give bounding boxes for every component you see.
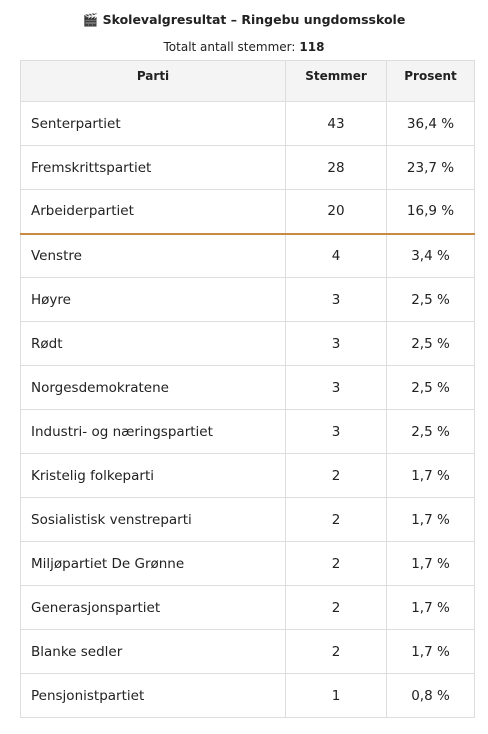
percent-cell: 2,5 % — [386, 321, 475, 366]
table-row: Sosialistisk venstreparti 2 1,7 % — [20, 497, 475, 542]
table-row: Rødt 3 2,5 % — [20, 321, 475, 366]
party-cell: Arbeiderpartiet — [20, 189, 286, 235]
percent-cell: 1,7 % — [386, 629, 475, 674]
percent-cell: 2,5 % — [386, 409, 475, 454]
table-row: Fremskrittspartiet 28 23,7 % — [20, 145, 475, 190]
table-row: Kristelig folkeparti 2 1,7 % — [20, 453, 475, 498]
votes-cell: 4 — [285, 233, 387, 278]
party-cell: Blanke sedler — [20, 629, 286, 674]
title: 🎬 Skolevalgresultat – Ringebu ungdomssko… — [82, 12, 406, 27]
votes-cell: 2 — [285, 629, 387, 674]
party-cell: Fremskrittspartiet — [20, 145, 286, 190]
table-row: Pensjonistpartiet 1 0,8 % — [20, 673, 475, 718]
table-row: Blanke sedler 2 1,7 % — [20, 629, 475, 674]
party-cell: Høyre — [20, 277, 286, 322]
subtitle: Totalt antall stemmer: 118 — [0, 40, 488, 54]
percent-cell: 1,7 % — [386, 453, 475, 498]
results-table: Parti Stemmer Prosent Senterpartiet 43 36,4 … — [20, 60, 475, 718]
votes-cell: 2 — [285, 497, 387, 542]
party-cell: Pensjonistpartiet — [20, 673, 286, 718]
table-row: Generasjonspartiet 2 1,7 % — [20, 585, 475, 630]
party-cell: Venstre — [20, 233, 286, 278]
votes-cell: 2 — [285, 453, 387, 498]
percent-cell: 1,7 % — [386, 541, 475, 586]
column-header: Parti — [20, 60, 286, 102]
votes-cell: 43 — [285, 101, 387, 146]
party-cell: Generasjonspartiet — [20, 585, 286, 630]
votes-cell: 2 — [285, 585, 387, 630]
percent-cell: 2,5 % — [386, 365, 475, 410]
column-header: Stemmer — [285, 60, 387, 102]
table-row: Venstre 4 3,4 % — [20, 233, 475, 278]
table-row: Industri- og næringspartiet 3 2,5 % — [20, 409, 475, 454]
percent-cell: 1,7 % — [386, 497, 475, 542]
party-cell: Industri- og næringspartiet — [20, 409, 286, 454]
party-cell: Miljøpartiet De Grønne — [20, 541, 286, 586]
percent-cell: 1,7 % — [386, 585, 475, 630]
votes-cell: 2 — [285, 541, 387, 586]
party-cell: Norgesdemokratene — [20, 365, 286, 410]
percent-cell: 2,5 % — [386, 277, 475, 322]
votes-cell: 28 — [285, 145, 387, 190]
votes-cell: 3 — [285, 277, 387, 322]
percent-cell: 0,8 % — [386, 673, 475, 718]
table-row: Senterpartiet 43 36,4 % — [20, 101, 475, 146]
percent-cell: 23,7 % — [386, 145, 475, 190]
votes-cell: 3 — [285, 365, 387, 410]
votes-cell: 20 — [285, 189, 387, 235]
table-body: Senterpartiet 43 36,4 % Fremskrittspartiet 2… — [20, 101, 475, 718]
votes-cell: 1 — [285, 673, 387, 718]
votes-cell: 3 — [285, 321, 387, 366]
column-header: Prosent — [386, 60, 475, 102]
total-label: Totalt antall stemmer: — [163, 40, 296, 54]
total-value: 118 — [299, 40, 325, 54]
votes-cell: 3 — [285, 409, 387, 454]
party-cell: Sosialistisk venstreparti — [20, 497, 286, 542]
percent-cell: 3,4 % — [386, 233, 475, 278]
table-row: Høyre 3 2,5 % — [20, 277, 475, 322]
table-row: Norgesdemokratene 3 2,5 % — [20, 365, 475, 410]
party-cell: Kristelig folkeparti — [20, 453, 286, 498]
header-row: Parti Stemmer Prosent — [20, 60, 475, 102]
percent-cell: 36,4 % — [386, 101, 475, 146]
party-cell: Senterpartiet — [20, 101, 286, 146]
party-cell: Rødt — [20, 321, 286, 366]
table-row: Miljøpartiet De Grønne 2 1,7 % — [20, 541, 475, 586]
percent-cell: 16,9 % — [386, 189, 475, 235]
table-row: Arbeiderpartiet 20 16,9 % — [20, 189, 475, 235]
